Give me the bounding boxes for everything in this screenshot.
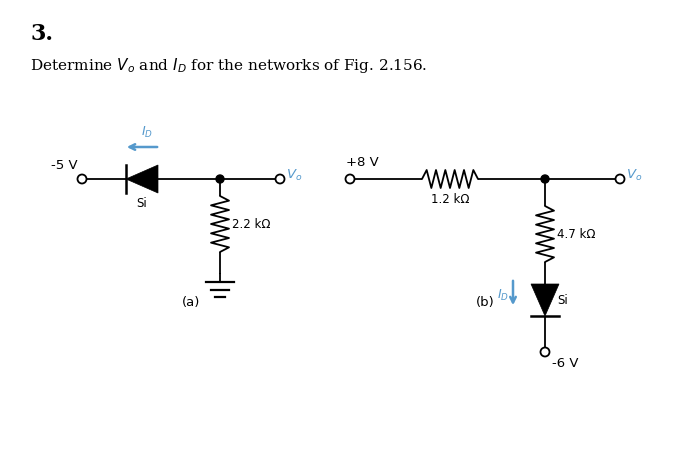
Text: (b): (b) [475, 296, 495, 309]
Text: 2.2 kΩ: 2.2 kΩ [232, 217, 270, 230]
Text: 1.2 kΩ: 1.2 kΩ [431, 193, 469, 206]
Text: -6 V: -6 V [552, 357, 579, 370]
Text: $I_D$: $I_D$ [141, 125, 153, 140]
Text: Si: Si [137, 197, 147, 210]
Text: 4.7 kΩ: 4.7 kΩ [557, 227, 596, 240]
Polygon shape [126, 165, 158, 193]
Text: $V_o$: $V_o$ [286, 167, 302, 183]
Text: Si: Si [557, 294, 568, 307]
Text: $I_D$: $I_D$ [497, 287, 509, 303]
Text: +8 V: +8 V [346, 156, 379, 169]
Text: -5 V: -5 V [51, 159, 78, 172]
Circle shape [541, 175, 549, 183]
Text: 3.: 3. [30, 23, 53, 45]
Text: $V_o$: $V_o$ [626, 167, 642, 183]
Polygon shape [531, 284, 559, 316]
Circle shape [216, 175, 224, 183]
Text: (a): (a) [182, 296, 200, 309]
Text: Determine $V_o$ and $I_D$ for the networks of Fig. 2.156.: Determine $V_o$ and $I_D$ for the networ… [30, 56, 428, 75]
